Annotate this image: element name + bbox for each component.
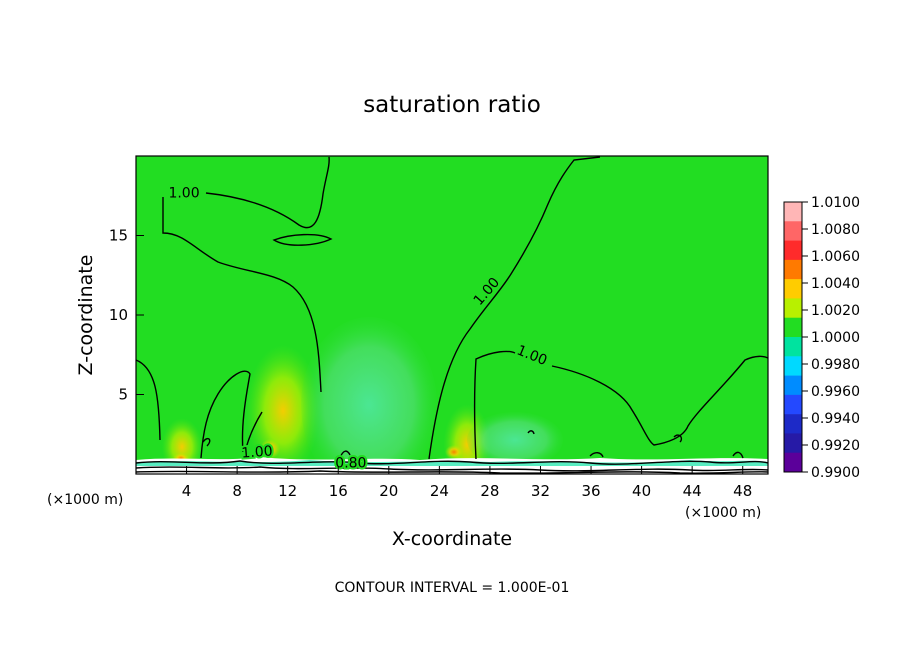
colorbar-label: 1.0100 bbox=[811, 195, 860, 211]
colorbar-segment bbox=[784, 279, 802, 299]
colorbar-segment bbox=[784, 240, 802, 261]
field-overlays bbox=[136, 317, 768, 474]
x-tick-label: 44 bbox=[683, 482, 702, 500]
colorbar-label: 0.9980 bbox=[811, 357, 860, 373]
colorbar-segment bbox=[784, 202, 802, 222]
contour-interval-text: CONTOUR INTERVAL = 1.000E-01 bbox=[335, 580, 570, 596]
colorbar: 1.0100 1.0080 1.0060 1.0040 1.0020 1.0000 0.99… bbox=[783, 195, 860, 481]
x-tick-label: 40 bbox=[632, 482, 651, 500]
colorbar-label: 1.0000 bbox=[811, 330, 860, 346]
contour-small-1 bbox=[202, 437, 211, 447]
cyan-plume-center bbox=[301, 317, 437, 474]
contour-small-4 bbox=[732, 451, 744, 459]
y-tick-label: 5 bbox=[118, 386, 128, 404]
x-tick-label: 16 bbox=[329, 482, 348, 500]
colorbar-label: 1.0060 bbox=[811, 249, 860, 265]
colorbar-segment bbox=[784, 375, 802, 396]
contour-small-2 bbox=[339, 450, 351, 459]
colorbar-segment bbox=[784, 337, 802, 357]
contour-label: 0.80 bbox=[335, 456, 366, 472]
contour-left-plume bbox=[200, 370, 251, 459]
colorbar-segment bbox=[784, 414, 802, 434]
colorbar-segment bbox=[784, 394, 802, 415]
warm-plume-left bbox=[158, 406, 206, 474]
x-axis-unit-right: (×1000 m) bbox=[685, 505, 761, 521]
colorbar-label: 1.0040 bbox=[811, 276, 860, 292]
colorbar-segment bbox=[784, 221, 802, 241]
x-axis-unit-left: (×1000 m) bbox=[47, 492, 123, 508]
x-tick-label: 48 bbox=[733, 482, 752, 500]
colorbar-segment bbox=[784, 298, 802, 319]
x-axis-label: X-coordinate bbox=[392, 528, 512, 550]
contour-upper-left bbox=[205, 156, 330, 229]
contour-surface-1 bbox=[136, 460, 768, 465]
y-axis-label: Z-coordinate bbox=[75, 255, 97, 376]
x-tick-label: 28 bbox=[480, 482, 499, 500]
colorbar-label: 0.9920 bbox=[811, 438, 860, 454]
colorbar-segment bbox=[784, 356, 802, 376]
contour-surface-2 bbox=[136, 466, 768, 472]
contour-bubble bbox=[272, 233, 333, 246]
contour-center-left-plume bbox=[243, 411, 263, 457]
x-tick-label: 24 bbox=[430, 482, 449, 500]
x-tick-label: 4 bbox=[182, 482, 192, 500]
colorbar-label: 0.9940 bbox=[811, 411, 860, 427]
x-tick-label: 32 bbox=[531, 482, 550, 500]
y-tick-label: 10 bbox=[109, 306, 128, 324]
x-tick-label: 36 bbox=[581, 482, 600, 500]
cyan-patch-right bbox=[467, 412, 563, 468]
colorbar-segment bbox=[784, 259, 802, 280]
contour-middle-right bbox=[473, 350, 516, 460]
chart-title: saturation ratio bbox=[363, 92, 541, 118]
contour-lines bbox=[136, 156, 768, 474]
colorbar-segment bbox=[784, 433, 802, 454]
contour-small-5 bbox=[673, 434, 683, 443]
colorbar-label: 0.9960 bbox=[811, 384, 860, 400]
contour-left-edge bbox=[136, 359, 161, 441]
contour-small-6 bbox=[527, 430, 535, 435]
x-tick-label: 8 bbox=[232, 482, 242, 500]
orange-spot-center bbox=[260, 439, 280, 459]
x-tick-label: 20 bbox=[379, 482, 398, 500]
contour-small-3 bbox=[589, 452, 604, 458]
contour-label: 1.00 bbox=[241, 443, 273, 461]
contour-label: 1.00 bbox=[168, 185, 199, 201]
x-tick-label: 12 bbox=[278, 482, 297, 500]
colorbar-segment bbox=[784, 452, 802, 473]
colorbar-label: 1.0020 bbox=[811, 303, 860, 319]
colorbar-label: 0.9900 bbox=[811, 465, 860, 481]
contour-upper-right bbox=[428, 156, 601, 460]
contour-upper-left-lower bbox=[162, 197, 322, 393]
colorbar-label: 1.0080 bbox=[811, 222, 860, 238]
y-tick-label: 15 bbox=[109, 227, 128, 245]
contour-middle-right-2 bbox=[551, 355, 768, 446]
colorbar-segment bbox=[784, 317, 802, 338]
contour-surface-3 bbox=[136, 470, 768, 474]
orange-spot-right bbox=[445, 445, 463, 459]
